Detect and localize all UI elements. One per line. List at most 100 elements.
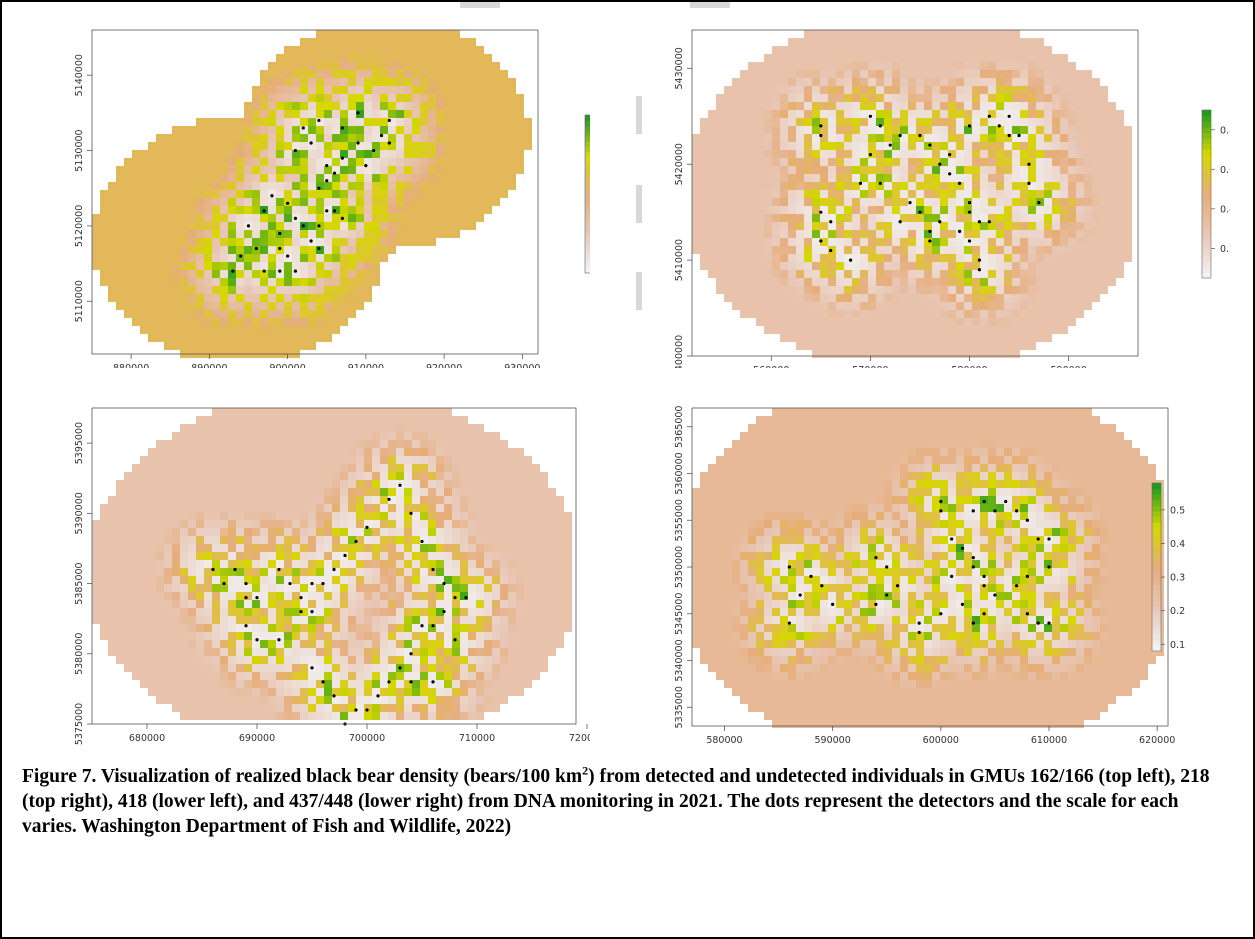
raster-cell: [244, 704, 252, 712]
raster-cell: [332, 190, 340, 198]
raster-cell: [1020, 230, 1028, 238]
raster-cell: [1092, 198, 1100, 206]
legend-swatch: [585, 172, 590, 179]
raster-cell: [476, 46, 484, 54]
raster-cell: [260, 294, 268, 302]
raster-cell: [92, 544, 100, 552]
raster-cell: [348, 432, 356, 440]
legend-swatch: [1202, 149, 1211, 156]
raster-cell: [380, 464, 388, 472]
raster-cell: [404, 150, 412, 158]
raster-cell: [180, 544, 188, 552]
x-tick-label: 900000: [269, 363, 305, 368]
raster-cell: [860, 230, 868, 238]
raster-cell: [212, 278, 220, 286]
raster-cell: [492, 118, 500, 126]
raster-cell: [820, 62, 828, 70]
raster-cell: [1012, 318, 1020, 326]
raster-cell: [332, 504, 340, 512]
raster-cell: [316, 190, 324, 198]
raster-cell: [772, 70, 780, 78]
raster-cell: [1084, 270, 1092, 278]
raster-cell: [980, 214, 988, 222]
raster-cell: [772, 246, 780, 254]
raster-cell: [1060, 222, 1068, 230]
raster-cell: [1036, 262, 1044, 270]
raster-cell: [268, 270, 276, 278]
raster-cell: [804, 326, 812, 334]
raster-cell: [420, 38, 428, 46]
raster-cell: [1004, 334, 1012, 342]
raster-cell: [452, 222, 460, 230]
raster-cell: [172, 334, 180, 342]
raster-cell: [972, 294, 980, 302]
raster-cell: [244, 126, 252, 134]
raster-cell: [228, 142, 236, 150]
raster-cell: [252, 278, 260, 286]
raster-cell: [140, 262, 148, 270]
raster-cell: [284, 688, 292, 696]
raster-cell: [156, 552, 164, 560]
raster-cell: [332, 536, 340, 544]
raster-cell: [756, 86, 764, 94]
raster-cell: [1020, 286, 1028, 294]
raster-cell: [868, 254, 876, 262]
raster-cell: [476, 70, 484, 78]
raster-cell: [716, 278, 724, 286]
raster-cell: [876, 206, 884, 214]
raster-cell: [1108, 126, 1116, 134]
raster-cell: [892, 326, 900, 334]
raster-cell: [988, 246, 996, 254]
raster-cell: [156, 440, 164, 448]
raster-cell: [228, 318, 236, 326]
raster-cell: [332, 704, 340, 712]
raster-cell: [324, 544, 332, 552]
raster-cell: [1052, 94, 1060, 102]
raster-cell: [236, 182, 244, 190]
raster-cell: [348, 416, 356, 424]
raster-cell: [804, 334, 812, 342]
raster-cell: [388, 62, 396, 70]
raster-cell: [268, 238, 276, 246]
raster-cell: [452, 70, 460, 78]
raster-cell: [460, 78, 468, 86]
raster-cell: [860, 46, 868, 54]
raster-cell: [260, 568, 268, 576]
raster-cell: [788, 326, 796, 334]
raster-cell: [940, 222, 948, 230]
raster-cell: [292, 528, 300, 536]
raster-cell: [388, 246, 396, 254]
raster-cell: [804, 278, 812, 286]
raster-cell: [828, 78, 836, 86]
raster-cell: [460, 70, 468, 78]
raster-cell: [908, 262, 916, 270]
raster-cell: [940, 86, 948, 94]
raster-cell: [996, 174, 1004, 182]
raster-cell: [276, 528, 284, 536]
raster-cell: [196, 600, 204, 608]
raster-cell: [300, 78, 308, 86]
raster-cell: [156, 318, 164, 326]
raster-cell: [380, 206, 388, 214]
raster-cell: [364, 488, 372, 496]
raster-cell: [380, 664, 388, 672]
raster-cell: [804, 254, 812, 262]
raster-cell: [812, 30, 820, 38]
raster-cell: [332, 142, 340, 150]
raster-cell: [484, 94, 492, 102]
raster-cell: [276, 134, 284, 142]
raster-cell: [700, 246, 708, 254]
raster-cell: [196, 278, 204, 286]
raster-cell: [772, 294, 780, 302]
raster-cell: [1116, 134, 1124, 142]
raster-cell: [804, 182, 812, 190]
raster-cell: [924, 190, 932, 198]
raster-cell: [108, 198, 116, 206]
raster-cell: [460, 102, 468, 110]
raster-cell: [1060, 206, 1068, 214]
raster-cell: [1100, 182, 1108, 190]
raster-cell: [732, 174, 740, 182]
raster-cell: [860, 302, 868, 310]
raster-cell: [188, 456, 196, 464]
raster-cell: [308, 342, 316, 350]
